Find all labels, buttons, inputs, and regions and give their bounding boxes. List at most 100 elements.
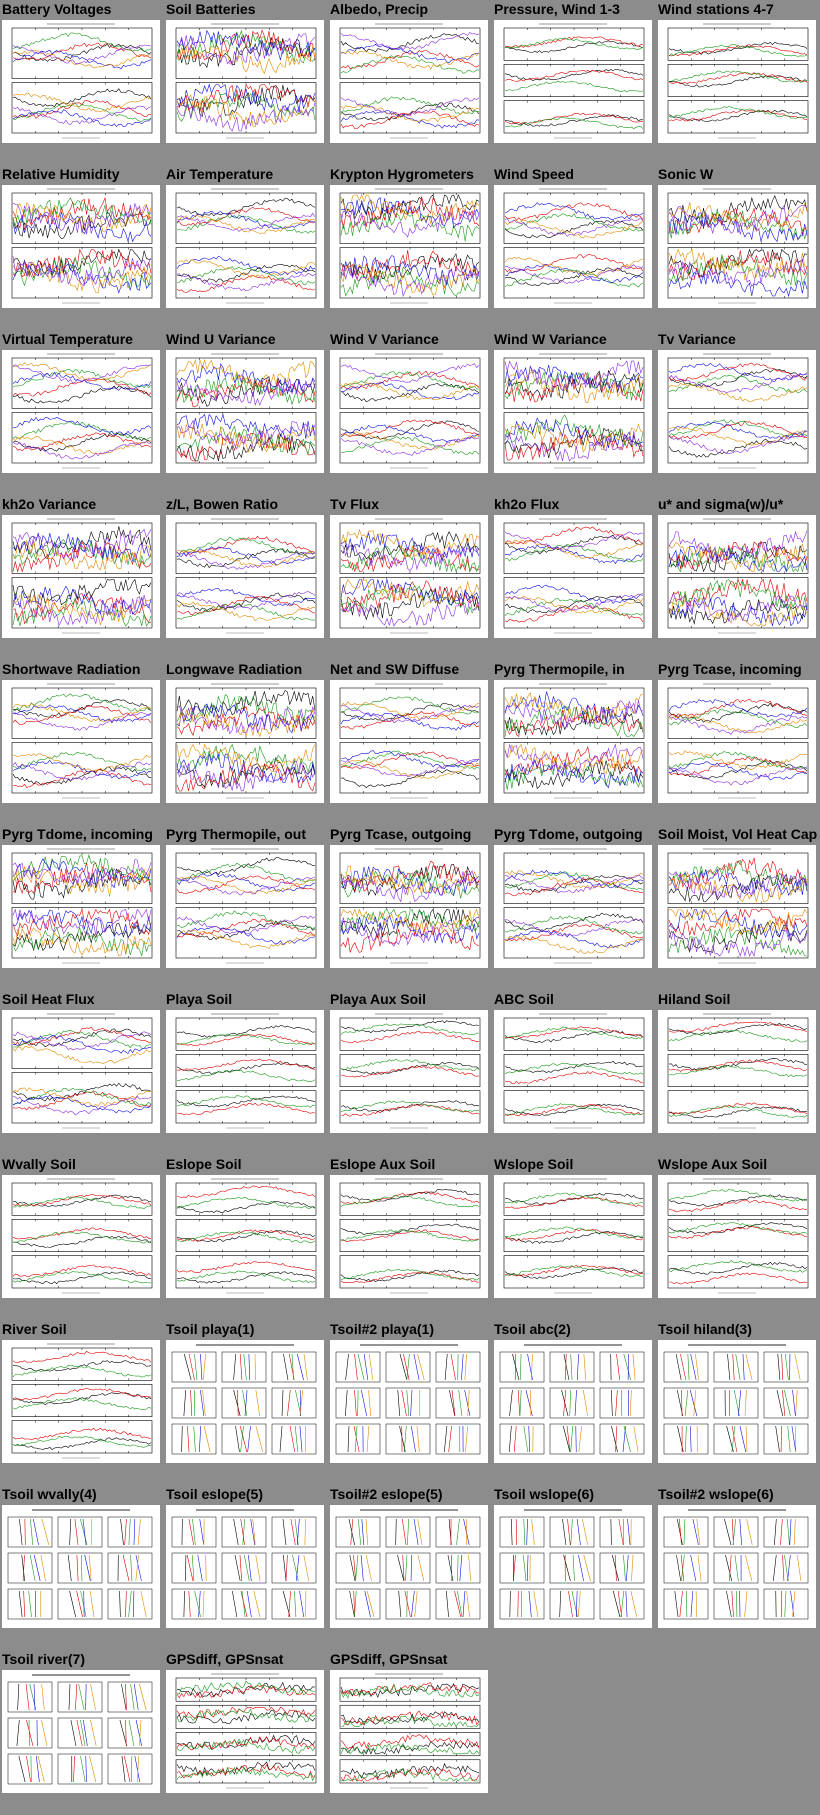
plot-link[interactable]: Pyrg Thermopile, in xyxy=(492,660,652,825)
plot-link[interactable]: Air Temperature xyxy=(164,165,324,330)
plot-title[interactable]: Pyrg Tdome, outgoing xyxy=(494,825,654,845)
plot-title[interactable]: Wind U Variance xyxy=(166,330,326,350)
plot-thumbnail[interactable] xyxy=(2,20,160,143)
plot-title[interactable]: Tv Variance xyxy=(658,330,818,350)
plot-thumbnail[interactable] xyxy=(2,1670,160,1793)
plot-thumbnail[interactable] xyxy=(494,350,652,473)
plot-thumbnail[interactable] xyxy=(166,1670,324,1793)
plot-thumbnail[interactable] xyxy=(330,1670,488,1793)
plot-thumbnail[interactable] xyxy=(658,515,816,638)
plot-link[interactable]: Tsoil hiland(3) xyxy=(656,1320,816,1485)
plot-link[interactable]: Tsoil river(7) xyxy=(0,1650,160,1815)
plot-link[interactable]: Tv Variance xyxy=(656,330,816,495)
plot-link[interactable]: Shortwave Radiation xyxy=(0,660,160,825)
plot-thumbnail[interactable] xyxy=(494,185,652,308)
plot-title[interactable]: Wind Speed xyxy=(494,165,654,185)
plot-link[interactable]: Virtual Temperature xyxy=(0,330,160,495)
plot-link[interactable]: Longwave Radiation xyxy=(164,660,324,825)
plot-title[interactable]: ABC Soil xyxy=(494,990,654,1010)
plot-link[interactable]: Pyrg Thermopile, out xyxy=(164,825,324,990)
plot-title[interactable]: Wind V Variance xyxy=(330,330,490,350)
plot-title[interactable]: Pyrg Thermopile, out xyxy=(166,825,326,845)
plot-link[interactable]: Playa Aux Soil xyxy=(328,990,488,1155)
plot-title[interactable]: Wslope Aux Soil xyxy=(658,1155,818,1175)
plot-thumbnail[interactable] xyxy=(2,845,160,968)
plot-link[interactable]: Wvally Soil xyxy=(0,1155,160,1320)
plot-thumbnail[interactable] xyxy=(166,1010,324,1133)
plot-link[interactable]: Battery Voltages xyxy=(0,0,160,165)
plot-thumbnail[interactable] xyxy=(2,515,160,638)
plot-thumbnail[interactable] xyxy=(658,20,816,143)
plot-link[interactable]: Wind W Variance xyxy=(492,330,652,495)
plot-thumbnail[interactable] xyxy=(166,515,324,638)
plot-link[interactable]: Albedo, Precip xyxy=(328,0,488,165)
plot-thumbnail[interactable] xyxy=(166,1505,324,1628)
plot-thumbnail[interactable] xyxy=(330,1010,488,1133)
plot-title[interactable]: kh2o Flux xyxy=(494,495,654,515)
plot-thumbnail[interactable] xyxy=(658,185,816,308)
plot-title[interactable]: Pyrg Thermopile, in xyxy=(494,660,654,680)
plot-thumbnail[interactable] xyxy=(658,845,816,968)
plot-title[interactable]: Virtual Temperature xyxy=(2,330,162,350)
plot-title[interactable]: GPSdiff, GPSnsat xyxy=(166,1650,326,1670)
plot-title[interactable]: Tsoil abc(2) xyxy=(494,1320,654,1340)
plot-title[interactable]: Soil Batteries xyxy=(166,0,326,20)
plot-link[interactable]: Pyrg Tdome, outgoing xyxy=(492,825,652,990)
plot-thumbnail[interactable] xyxy=(658,350,816,473)
plot-title[interactable]: Wind W Variance xyxy=(494,330,654,350)
plot-title[interactable]: Tsoil#2 eslope(5) xyxy=(330,1485,490,1505)
plot-title[interactable]: Tsoil#2 playa(1) xyxy=(330,1320,490,1340)
plot-title[interactable]: Playa Aux Soil xyxy=(330,990,490,1010)
plot-link[interactable]: Wind Speed xyxy=(492,165,652,330)
plot-title[interactable]: kh2o Variance xyxy=(2,495,162,515)
plot-thumbnail[interactable] xyxy=(2,350,160,473)
plot-thumbnail[interactable] xyxy=(494,1175,652,1298)
plot-link[interactable]: Wind U Variance xyxy=(164,330,324,495)
plot-link[interactable]: Playa Soil xyxy=(164,990,324,1155)
plot-title[interactable]: Tsoil wvally(4) xyxy=(2,1485,162,1505)
plot-title[interactable]: z/L, Bowen Ratio xyxy=(166,495,326,515)
plot-title[interactable]: Soil Heat Flux xyxy=(2,990,162,1010)
plot-title[interactable]: Pyrg Tcase, outgoing xyxy=(330,825,490,845)
plot-title[interactable]: Tsoil hiland(3) xyxy=(658,1320,818,1340)
plot-title[interactable]: Hiland Soil xyxy=(658,990,818,1010)
plot-link[interactable]: Soil Heat Flux xyxy=(0,990,160,1155)
plot-thumbnail[interactable] xyxy=(330,185,488,308)
plot-title[interactable]: Pressure, Wind 1-3 xyxy=(494,0,654,20)
plot-link[interactable]: Relative Humidity xyxy=(0,165,160,330)
plot-title[interactable]: Tsoil#2 wslope(6) xyxy=(658,1485,818,1505)
plot-link[interactable]: Tsoil#2 wslope(6) xyxy=(656,1485,816,1650)
plot-link[interactable]: Wslope Soil xyxy=(492,1155,652,1320)
plot-title[interactable]: Sonic W xyxy=(658,165,818,185)
plot-link[interactable]: Tsoil#2 playa(1) xyxy=(328,1320,488,1485)
plot-thumbnail[interactable] xyxy=(330,1505,488,1628)
plot-title[interactable]: Playa Soil xyxy=(166,990,326,1010)
plot-title[interactable]: u* and sigma(w)/u* xyxy=(658,495,818,515)
plot-title[interactable]: Tsoil eslope(5) xyxy=(166,1485,326,1505)
plot-title[interactable]: Battery Voltages xyxy=(2,0,162,20)
plot-link[interactable]: ABC Soil xyxy=(492,990,652,1155)
plot-thumbnail[interactable] xyxy=(166,1340,324,1463)
plot-thumbnail[interactable] xyxy=(494,1010,652,1133)
plot-title[interactable]: Albedo, Precip xyxy=(330,0,490,20)
plot-thumbnail[interactable] xyxy=(166,350,324,473)
plot-thumbnail[interactable] xyxy=(658,1505,816,1628)
plot-title[interactable]: Air Temperature xyxy=(166,165,326,185)
plot-link[interactable]: u* and sigma(w)/u* xyxy=(656,495,816,660)
plot-thumbnail[interactable] xyxy=(166,20,324,143)
plot-title[interactable]: Soil Moist, Vol Heat Cap xyxy=(658,825,818,845)
plot-thumbnail[interactable] xyxy=(2,1175,160,1298)
plot-title[interactable]: Eslope Soil xyxy=(166,1155,326,1175)
plot-link[interactable]: kh2o Variance xyxy=(0,495,160,660)
plot-link[interactable]: Wind V Variance xyxy=(328,330,488,495)
plot-link[interactable]: Pressure, Wind 1-3 xyxy=(492,0,652,165)
plot-link[interactable]: Eslope Soil xyxy=(164,1155,324,1320)
plot-title[interactable]: River Soil xyxy=(2,1320,162,1340)
plot-title[interactable]: Wslope Soil xyxy=(494,1155,654,1175)
plot-title[interactable]: Wind stations 4-7 xyxy=(658,0,818,20)
plot-title[interactable]: Pyrg Tdome, incoming xyxy=(2,825,162,845)
plot-thumbnail[interactable] xyxy=(494,1340,652,1463)
plot-link[interactable]: Tsoil playa(1) xyxy=(164,1320,324,1485)
plot-thumbnail[interactable] xyxy=(166,1175,324,1298)
plot-link[interactable]: Krypton Hygrometers xyxy=(328,165,488,330)
